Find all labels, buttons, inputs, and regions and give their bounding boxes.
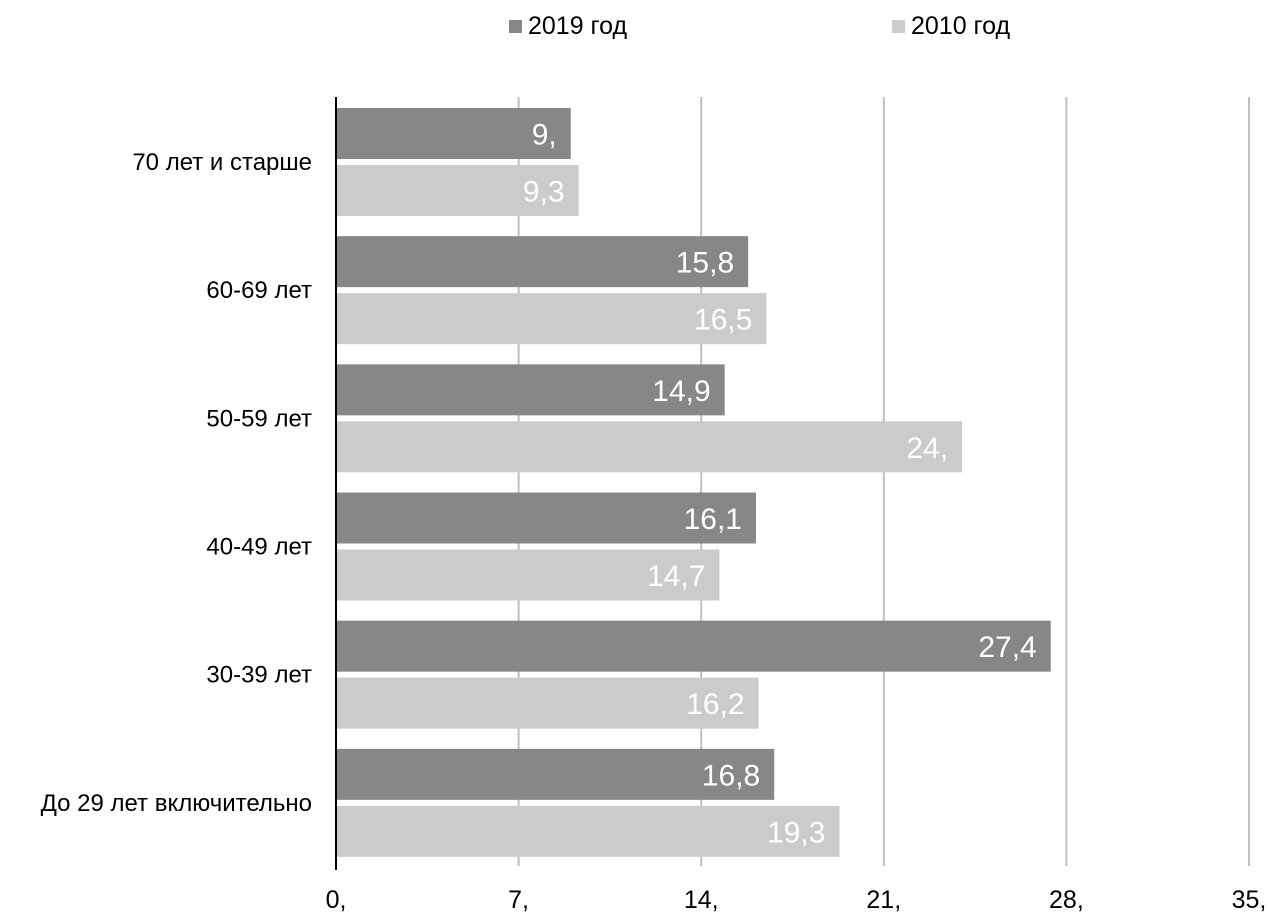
category-label-1: 60-69 лет [206,277,312,304]
legend-item-2010: 2010 год [892,12,1010,41]
data-label-1-0: 9,3 [523,176,565,209]
bar-1-2 [336,421,963,473]
x-tick-label-1: 7, [508,886,529,914]
legend-swatch-2010 [892,20,905,33]
legend-item-2019: 2019 год [509,12,627,41]
legend-label-2010: 2010 год [911,12,1011,40]
data-label-0-1: 15,8 [676,247,734,280]
data-label-0-4: 27,4 [978,631,1036,664]
x-tick-label-0: 0, [326,886,347,914]
bar-0-4 [336,620,1051,672]
data-label-1-4: 16,2 [686,688,744,721]
data-label-1-1: 16,5 [694,304,752,337]
bar-0-2 [336,364,725,416]
data-label-0-5: 16,8 [702,759,760,792]
legend-swatch-2019 [509,20,522,33]
bar-0-1 [336,236,749,288]
data-label-1-3: 14,7 [647,560,705,593]
category-label-0: 70 лет и старше [132,149,312,176]
data-label-0-3: 16,1 [684,503,742,536]
x-tick-label-3: 21, [866,886,901,914]
data-label-0-0: 9, [532,119,557,152]
category-label-3: 40-49 лет [206,534,312,561]
legend-label-2019: 2019 год [528,12,628,40]
data-label-1-2: 24, [906,432,948,465]
bar-1-1 [336,293,767,345]
data-label-1-5: 19,3 [767,816,825,849]
bar-1-0 [336,165,579,216]
bar-0-0 [336,108,571,159]
x-tick-label-4: 28, [1049,886,1084,914]
x-tick-label-2: 14, [684,886,719,914]
bar-1-5 [336,805,840,857]
category-label-2: 50-59 лет [206,405,312,432]
bar-0-3 [336,492,756,544]
bar-1-3 [336,549,720,601]
category-label-5: До 29 лет включительно [41,790,312,817]
bar-1-4 [336,677,759,729]
data-label-0-2: 14,9 [652,375,710,408]
category-label-4: 30-39 лет [206,662,312,689]
bar-0-5 [336,748,775,800]
x-tick-label-5: 35, [1232,886,1267,914]
